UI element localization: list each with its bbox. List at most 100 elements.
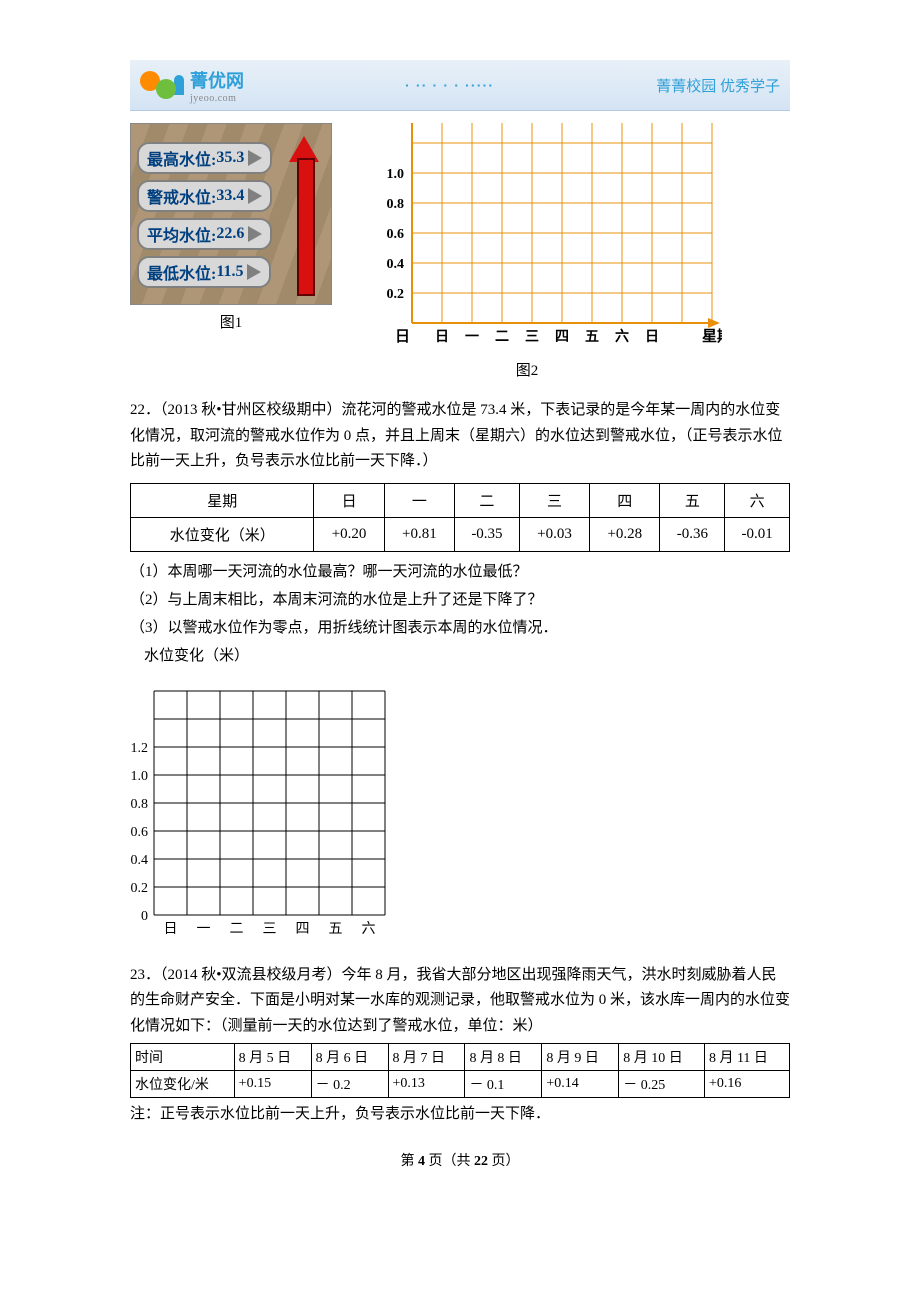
svg-text:一: 一 — [197, 922, 211, 937]
table-cell: -0.36 — [660, 517, 725, 551]
svg-text:1.2: 1.2 — [131, 741, 149, 756]
table-cell: － 0.2 — [311, 1071, 388, 1098]
svg-text:五: 五 — [329, 922, 343, 937]
pointer-icon — [248, 226, 262, 242]
svg-text:0.6: 0.6 — [387, 227, 405, 242]
q22-chart-title: 水位变化（米） — [144, 644, 790, 665]
logo-text-main: 菁优网 — [190, 67, 244, 93]
figure-1-caption: 图1 — [130, 311, 332, 332]
svg-text:0: 0 — [141, 909, 148, 924]
svg-text:五: 五 — [585, 330, 599, 345]
svg-text:二: 二 — [230, 922, 244, 937]
footer-suffix: 页） — [488, 1154, 520, 1169]
water-arrow-icon — [291, 136, 317, 292]
footer-page: 4 — [418, 1154, 425, 1169]
table-header-cell: 8 月 10 日 — [619, 1044, 705, 1071]
svg-text:日: 日 — [395, 328, 410, 345]
svg-text:日: 日 — [164, 922, 178, 937]
table-cell: +0.28 — [590, 517, 660, 551]
page-footer: 第 4 页（共 22 页） — [130, 1150, 790, 1170]
svg-text:0.2: 0.2 — [387, 287, 405, 302]
table-header-cell: 星期 — [131, 483, 314, 517]
table-cell: -0.01 — [725, 517, 790, 551]
table-cell: +0.13 — [388, 1071, 465, 1098]
q23-note: 注：正号表示水位比前一天上升，负号表示水位比前一天下降． — [130, 1102, 790, 1126]
svg-text:0.2: 0.2 — [131, 881, 149, 896]
sign-value: 22.6 — [216, 225, 244, 243]
svg-text:1.0: 1.0 — [131, 769, 149, 784]
sign-value: 35.3 — [216, 149, 244, 167]
svg-text:0.4: 0.4 — [131, 853, 149, 868]
q22-stem: 22．（2013 秋•甘州区校级期中）流花河的警戒水位是 73.4 米，下表记录… — [130, 398, 790, 475]
sign-label: 平均水位: — [147, 222, 216, 246]
header-tagline: 菁菁校园 优秀学子 — [656, 75, 780, 96]
table-cell: +0.16 — [704, 1071, 789, 1098]
header-decor: ▪ ▪▪ ▪ ▪ ▪ ▪▪▪▪▪ — [244, 81, 656, 90]
q22-chart: 00.20.40.60.81.01.2日一二三四五六 — [124, 665, 394, 945]
figure-2-chart: 0.20.40.60.81.0日一二三四五六日日水位／米星期 — [362, 123, 692, 353]
table-header-cell: 8 月 11 日 — [704, 1044, 789, 1071]
q23-table: 时间8 月 5 日8 月 6 日8 月 7 日8 月 8 日8 月 9 日8 月… — [130, 1043, 790, 1098]
sign-label: 最高水位: — [147, 146, 216, 170]
sign-value: 33.4 — [216, 187, 244, 205]
table-header-cell: 8 月 9 日 — [542, 1044, 619, 1071]
sign-value: 11.5 — [216, 263, 243, 281]
water-level-sign: 最高水位: 35.3 警戒水位: 33.4 平均水位: 22.6 最低水位: 1… — [130, 123, 332, 305]
sign-label: 最低水位: — [147, 260, 216, 284]
sign-row-warn: 警戒水位: 33.4 — [137, 180, 272, 212]
table-row-label: 水位变化（米） — [131, 517, 314, 551]
table-cell: +0.81 — [384, 517, 454, 551]
svg-text:二: 二 — [495, 330, 509, 345]
q22-chart-svg: 00.20.40.60.81.01.2日一二三四五六 — [124, 665, 394, 945]
svg-text:0.4: 0.4 — [387, 257, 405, 272]
pointer-icon — [248, 188, 262, 204]
q22-table: 星期日一二三四五六 水位变化（米）+0.20+0.81-0.35+0.03+0.… — [130, 483, 790, 552]
table-cell: +0.20 — [314, 517, 384, 551]
table-header-cell: 三 — [519, 483, 589, 517]
table-header-cell: 8 月 5 日 — [234, 1044, 311, 1071]
table-cell: － 0.1 — [465, 1071, 542, 1098]
figure-2-caption: 图2 — [362, 359, 692, 380]
figure-2: 0.20.40.60.81.0日一二三四五六日日水位／米星期 图2 — [362, 123, 692, 380]
svg-text:星期: 星期 — [702, 327, 722, 345]
table-header-cell: 8 月 7 日 — [388, 1044, 465, 1071]
table-cell: +0.14 — [542, 1071, 619, 1098]
table-cell: +0.03 — [519, 517, 589, 551]
figure-2-svg: 0.20.40.60.81.0日一二三四五六日日水位／米星期 — [362, 123, 722, 353]
table-header-cell: 一 — [384, 483, 454, 517]
table-header-cell: 六 — [725, 483, 790, 517]
svg-text:六: 六 — [362, 921, 376, 937]
footer-total: 22 — [474, 1154, 488, 1169]
q22-sub3: （3）以警戒水位作为零点，用折线统计图表示本周的水位情况． — [130, 616, 790, 640]
pointer-icon — [247, 264, 261, 280]
sign-row-max: 最高水位: 35.3 — [137, 142, 272, 174]
svg-text:日: 日 — [435, 329, 449, 345]
svg-text:四: 四 — [555, 329, 569, 345]
pointer-icon — [248, 150, 262, 166]
svg-text:三: 三 — [525, 330, 539, 345]
footer-prefix: 第 — [401, 1154, 419, 1169]
svg-text:三: 三 — [263, 922, 277, 937]
table-header-cell: 日 — [314, 483, 384, 517]
table-cell: +0.15 — [234, 1071, 311, 1098]
table-cell: － 0.25 — [619, 1071, 705, 1098]
logo-text-sub: jyeoo.com — [190, 93, 244, 104]
q23-stem: 23．（2014 秋•双流县校级月考）今年 8 月，我省大部分地区出现强降雨天气… — [130, 963, 790, 1040]
sign-label: 警戒水位: — [147, 184, 216, 208]
table-cell: -0.35 — [455, 517, 520, 551]
svg-text:0.8: 0.8 — [387, 197, 405, 212]
table-header-cell: 二 — [455, 483, 520, 517]
svg-text:1.0: 1.0 — [387, 167, 405, 182]
logo: 菁优网 jyeoo.com — [140, 67, 244, 104]
svg-text:四: 四 — [296, 922, 310, 937]
table-header-cell: 五 — [660, 483, 725, 517]
figure-1: 最高水位: 35.3 警戒水位: 33.4 平均水位: 22.6 最低水位: 1… — [130, 123, 332, 332]
table-header-cell: 四 — [590, 483, 660, 517]
site-header: 菁优网 jyeoo.com ▪ ▪▪ ▪ ▪ ▪ ▪▪▪▪▪ 菁菁校园 优秀学子 — [130, 60, 790, 111]
table-header-cell: 时间 — [131, 1044, 235, 1071]
table-header-cell: 8 月 6 日 — [311, 1044, 388, 1071]
svg-text:六: 六 — [615, 328, 629, 345]
sign-row-avg: 平均水位: 22.6 — [137, 218, 272, 250]
table-header-cell: 8 月 8 日 — [465, 1044, 542, 1071]
svg-text:一: 一 — [465, 330, 479, 345]
